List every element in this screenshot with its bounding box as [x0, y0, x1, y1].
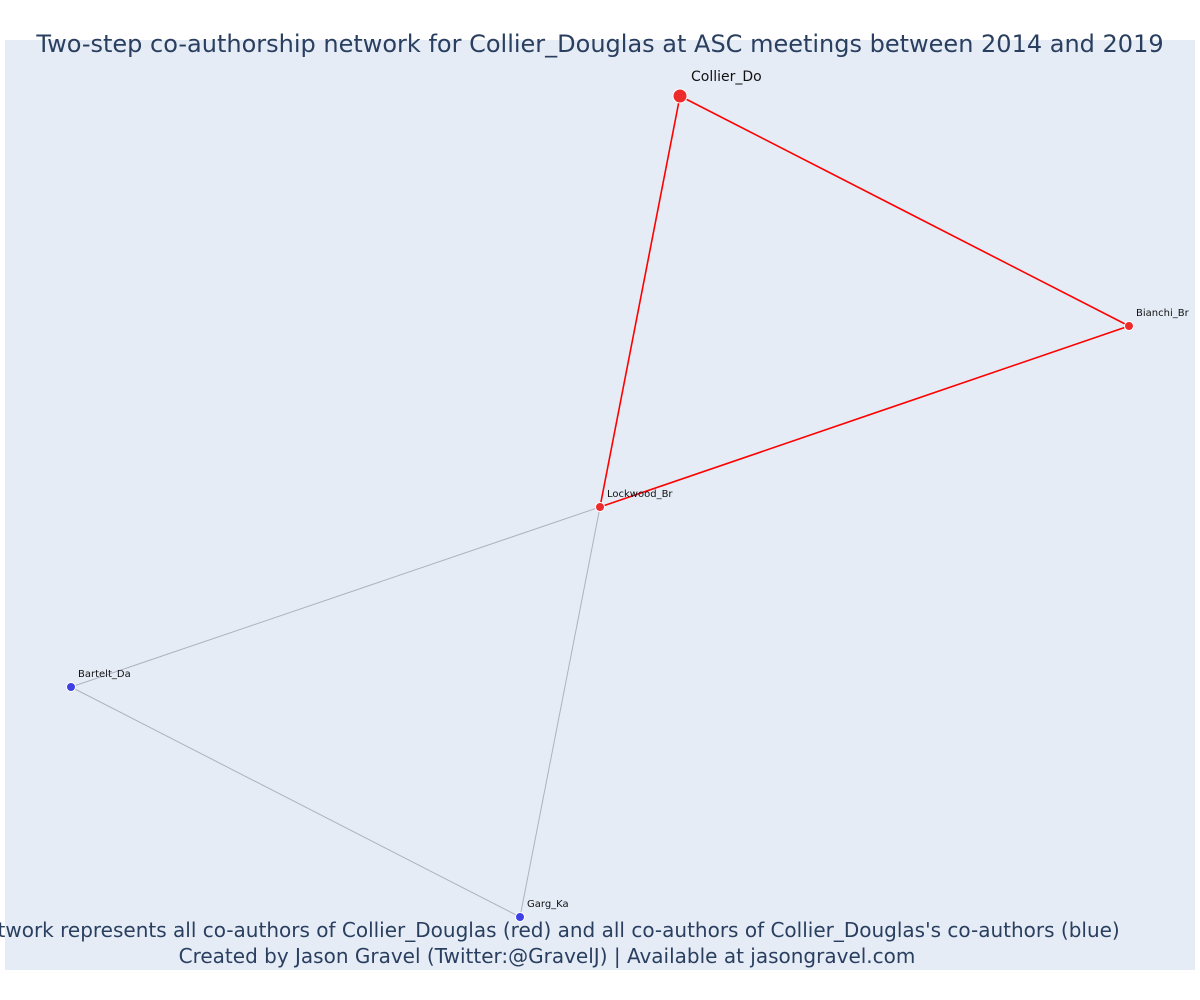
node-Garg_Ka[interactable] — [515, 912, 525, 922]
edge-Bianchi_Br-Lockwood_Br — [599, 325, 1130, 508]
edges-layer — [70, 95, 1130, 918]
node-Bartelt_Da[interactable] — [66, 682, 76, 692]
nodes-layer — [66, 88, 1134, 922]
node-label-Garg_Ka: Garg_Ka — [527, 899, 569, 910]
node-label-Collier_Do: Collier_Do — [691, 69, 762, 85]
caption-line-2: Created by Jason Gravel (Twitter:@Gravel… — [178, 944, 916, 968]
edge-Lockwood_Br-Garg_Ka — [519, 506, 601, 918]
node-label-Bianchi_Br: Bianchi_Br — [1136, 308, 1190, 319]
node-Bianchi_Br[interactable] — [1124, 321, 1134, 331]
labels-layer: Collier_Do Bianchi_Br Lockwood_Br Bartelt_D… — [78, 69, 1190, 910]
node-Collier_Do[interactable] — [672, 88, 688, 104]
chart-title: Two-step co-authorship network for Colli… — [36, 30, 1164, 58]
node-label-Lockwood_Br: Lockwood_Br — [607, 489, 673, 500]
node-label-Bartelt_Da: Bartelt_Da — [78, 669, 131, 680]
edge-Collier_Do-Lockwood_Br — [599, 95, 681, 508]
node-Lockwood_Br[interactable] — [595, 502, 605, 512]
caption-line-1: Network represents all co-authors of Col… — [0, 918, 1120, 942]
edge-Collier_Do-Bianchi_Br — [679, 95, 1130, 327]
edge-Bartelt_Da-Garg_Ka — [70, 686, 521, 918]
edge-Lockwood_Br-Bartelt_Da — [70, 506, 601, 688]
